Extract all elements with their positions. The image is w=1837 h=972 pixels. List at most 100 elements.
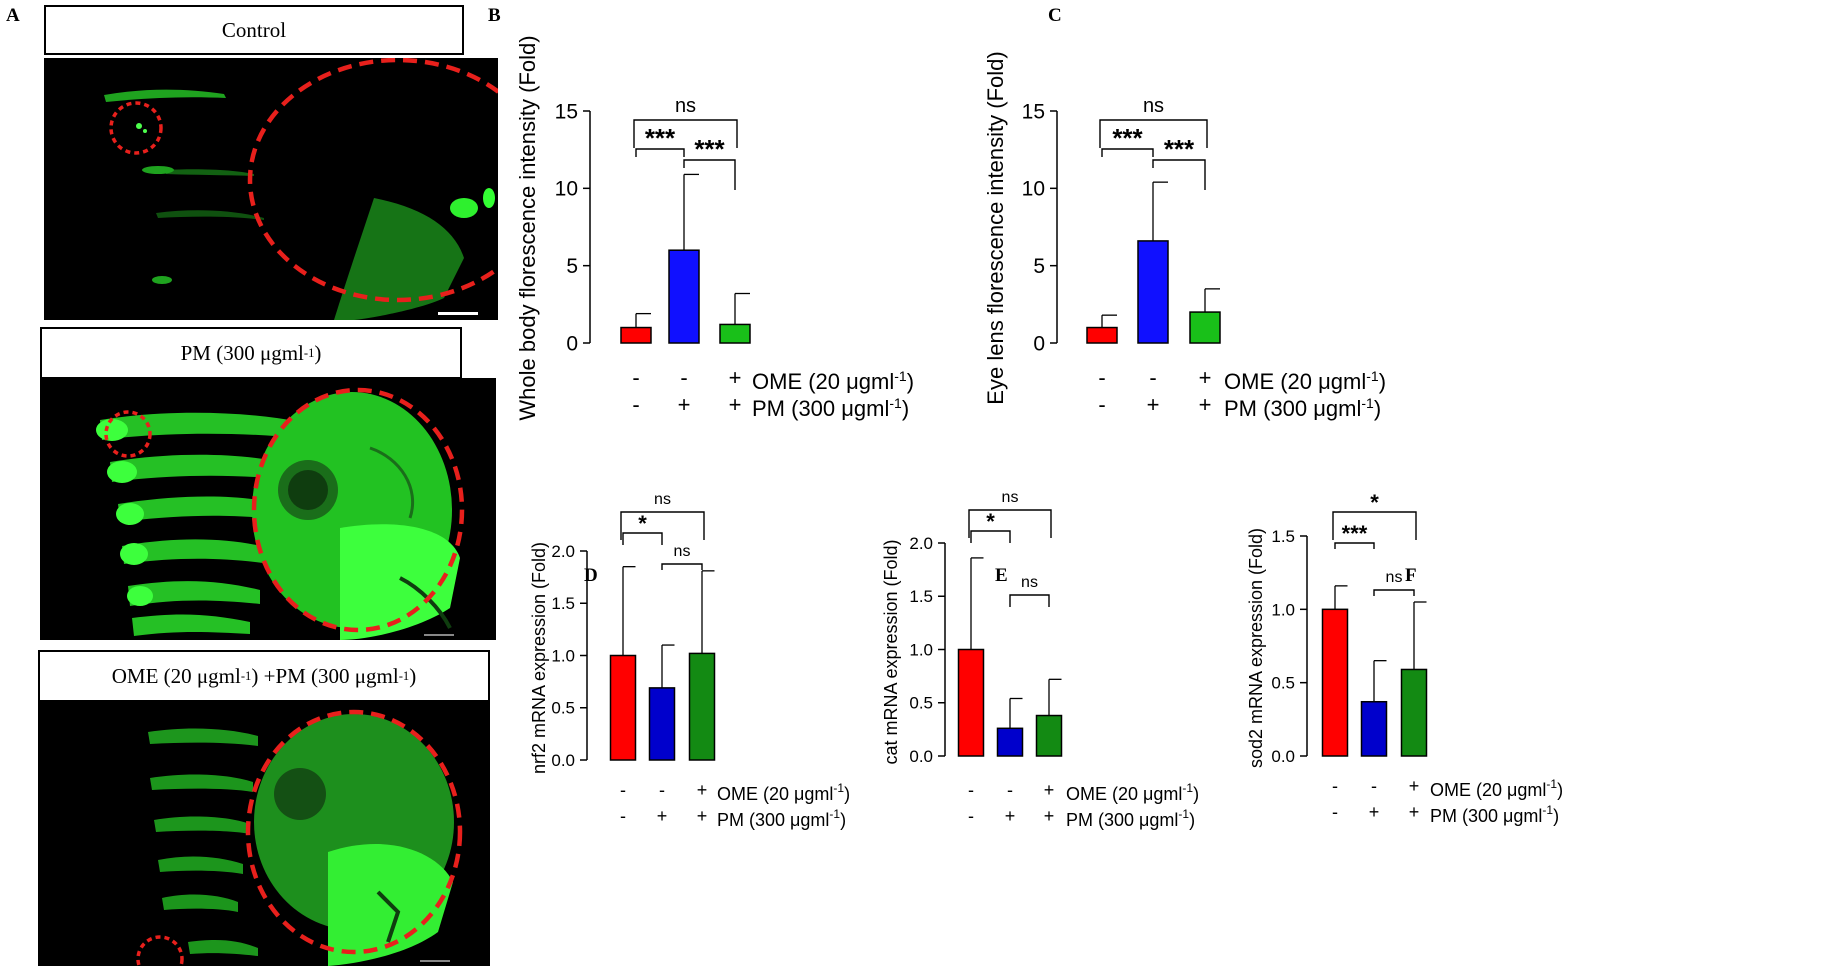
y-tick-label: 1.0 <box>551 646 575 665</box>
treatment-mark: - <box>1332 802 1338 822</box>
y-tick-label: 5 <box>566 255 578 278</box>
treatment-mark: - <box>1371 776 1377 796</box>
treatment-mark: + <box>1199 392 1212 417</box>
panel-letter-f: F <box>1405 565 1417 586</box>
treatment-label: OME (20 μgml-1) <box>1066 781 1199 804</box>
y-axis-title: Whole body florescence intensity (Fold) <box>515 35 540 420</box>
y-tick-label: 0 <box>1033 332 1045 355</box>
image-title-ome-sup2: -1 <box>398 668 410 683</box>
y-tick-label: 1.0 <box>1271 600 1295 619</box>
treatment-mark: + <box>1409 776 1420 796</box>
y-axis-title: Eye lens florescence intensity (Fold) <box>983 51 1008 404</box>
treatment-mark: - <box>659 780 665 800</box>
bar <box>957 648 985 757</box>
significance-bracket <box>633 119 738 148</box>
significance-bracket <box>635 148 685 157</box>
treatment-mark: - <box>1098 392 1105 417</box>
bar <box>719 323 751 344</box>
y-tick-label: 2.0 <box>909 534 933 553</box>
y-tick-label: 1.0 <box>909 640 933 659</box>
treatment-mark: + <box>1044 780 1055 800</box>
bar <box>688 652 716 761</box>
bar <box>648 687 676 761</box>
treatment-mark: - <box>1098 365 1105 390</box>
significance-bracket <box>1099 119 1208 148</box>
significance-label: *** <box>1342 521 1368 546</box>
image-title-ome-pm: OME (20 μgml -1) +PM (300 μgml -1) <box>38 650 490 702</box>
y-tick-label: 1.5 <box>551 594 575 613</box>
panel-letter-a: A <box>6 5 20 26</box>
chart-c: 0 5 10 15 Eye lens florescence intensity (Fo… <box>983 51 1386 421</box>
treatment-mark: - <box>632 392 639 417</box>
significance-bracket <box>1373 589 1415 596</box>
treatment-mark: + <box>678 392 691 417</box>
y-tick-label: 0.5 <box>1271 674 1295 693</box>
y-tick-label: 2.0 <box>551 542 575 561</box>
image-title-pm-text: PM (300 μgml <box>180 340 304 365</box>
treatment-label: OME (20 μgml-1) <box>1430 777 1563 800</box>
significance-bracket <box>1009 594 1050 607</box>
treatment-label: OME (20 μgml-1) <box>717 781 850 804</box>
treatment-mark: + <box>1044 806 1055 826</box>
bar <box>996 727 1024 757</box>
y-tick-label: 15 <box>1022 100 1045 123</box>
chart-f: 0.0 0.5 1.0 1.5 sod2 mRNA expression (Fold) *… <box>1246 490 1563 826</box>
y-tick-label: 0.5 <box>551 699 575 718</box>
y-tick-label: 0 <box>566 332 578 355</box>
bar <box>668 249 700 344</box>
image-title-pm: PM (300 μgml -1) <box>40 327 462 379</box>
significance-label: * <box>638 511 647 536</box>
significance-bracket <box>620 511 705 540</box>
y-tick-label: 10 <box>555 178 578 201</box>
bar <box>1360 700 1388 757</box>
panel-letter-b: B <box>488 5 501 26</box>
bar <box>1137 240 1169 344</box>
treatment-mark: - <box>1007 780 1013 800</box>
significance-bracket <box>622 532 663 545</box>
treatment-mark: + <box>657 806 668 826</box>
significance-label: ns <box>674 543 691 560</box>
micrograph-control <box>44 58 498 320</box>
image-title-ome-sup: -1 <box>240 668 252 683</box>
y-tick-label: 5 <box>1033 255 1045 278</box>
significance-bracket <box>970 530 1011 543</box>
image-title-control: Control <box>44 5 464 55</box>
y-tick-label: 0.5 <box>909 694 933 713</box>
panel-letter-e: E <box>995 565 1008 586</box>
treatment-mark: - <box>1149 365 1156 390</box>
image-title-pm-sup: -1 <box>303 345 315 360</box>
significance-label: *** <box>1164 134 1195 164</box>
significance-label: *** <box>1112 123 1143 153</box>
treatment-mark: + <box>729 365 742 390</box>
significance-bracket <box>661 563 703 570</box>
y-tick-label: 10 <box>1022 178 1045 201</box>
image-title-ome-mid: ) +PM (300 μgml <box>251 663 399 688</box>
significance-label: * <box>1370 490 1379 515</box>
significance-label: *** <box>694 134 725 164</box>
y-tick-label: 1.5 <box>1271 527 1295 546</box>
y-tick-label: 0.0 <box>909 747 933 766</box>
bar <box>1086 326 1118 344</box>
significance-label: * <box>986 509 995 534</box>
y-axis-title: nrf2 mRNA expression (Fold) <box>529 542 549 774</box>
treatment-mark: - <box>632 365 639 390</box>
significance-bracket <box>1101 148 1154 157</box>
treatment-label: PM (300 μgml-1) <box>1430 803 1559 826</box>
treatment-mark: - <box>1332 776 1338 796</box>
treatment-mark: + <box>697 806 708 826</box>
y-tick-label: 1.5 <box>909 587 933 606</box>
image-title-control-text: Control <box>221 17 287 42</box>
panel-letter-c: C <box>1048 5 1062 26</box>
image-title-ome-tail: ) <box>409 663 417 688</box>
chart-b: 0 5 10 15 Whole body florescence intensity (… <box>515 35 914 421</box>
significance-label: ns <box>1002 489 1019 506</box>
treatment-mark: + <box>1199 365 1212 390</box>
bar <box>1035 714 1063 757</box>
y-tick-label: 15 <box>555 100 578 123</box>
treatment-mark: + <box>1369 802 1380 822</box>
significance-label: ns <box>654 491 671 508</box>
y-tick-label: 0.0 <box>551 751 575 770</box>
micrograph-ome-pm <box>38 702 490 966</box>
y-axis-title: sod2 mRNA expression (Fold) <box>1246 528 1266 768</box>
